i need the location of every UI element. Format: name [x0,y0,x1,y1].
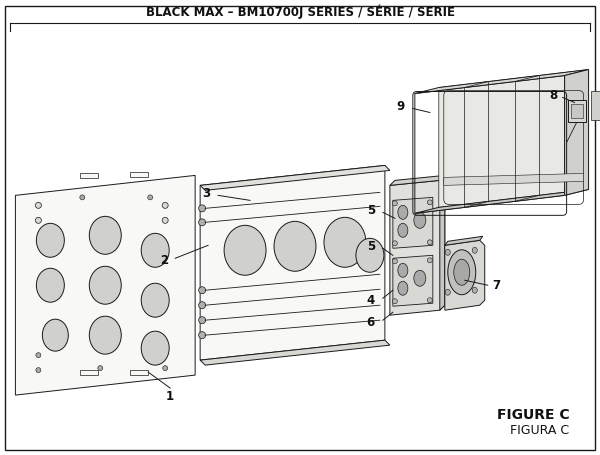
Bar [80,370,98,375]
Ellipse shape [89,216,121,254]
Bar [571,105,583,118]
Ellipse shape [141,331,169,365]
Ellipse shape [162,202,168,208]
Ellipse shape [199,205,206,212]
Ellipse shape [43,319,68,351]
Text: FIGURA C: FIGURA C [511,424,569,436]
Ellipse shape [398,205,408,219]
Ellipse shape [392,241,397,246]
Text: 9: 9 [397,100,405,113]
Ellipse shape [427,298,433,303]
Text: 2: 2 [160,254,168,267]
Polygon shape [445,240,485,310]
Ellipse shape [35,202,41,208]
Ellipse shape [199,219,206,226]
Polygon shape [200,166,385,360]
Bar [130,172,148,177]
Polygon shape [565,70,589,195]
Polygon shape [390,180,445,315]
Polygon shape [415,70,589,94]
Ellipse shape [162,217,168,223]
Ellipse shape [37,268,64,302]
Ellipse shape [141,283,169,317]
Bar [80,173,98,178]
Polygon shape [393,197,433,248]
Ellipse shape [324,217,366,267]
Bar [590,91,600,121]
Polygon shape [415,189,589,213]
Ellipse shape [199,287,206,294]
Ellipse shape [398,263,408,277]
Ellipse shape [199,302,206,308]
Ellipse shape [414,270,426,286]
Ellipse shape [427,258,433,263]
Ellipse shape [89,316,121,354]
Ellipse shape [356,238,384,272]
Ellipse shape [141,233,169,267]
Bar [130,370,148,375]
Ellipse shape [398,223,408,238]
Ellipse shape [427,200,433,205]
Ellipse shape [163,366,167,371]
Ellipse shape [392,299,397,304]
Ellipse shape [472,287,477,293]
Ellipse shape [392,201,397,206]
Ellipse shape [224,225,266,275]
Text: 3: 3 [202,187,210,200]
Ellipse shape [392,259,397,264]
Text: 4: 4 [367,294,375,307]
Polygon shape [444,173,584,185]
Polygon shape [393,255,433,306]
Text: 7: 7 [493,279,501,292]
Ellipse shape [199,332,206,339]
Text: FIGURE C: FIGURE C [497,408,569,422]
Polygon shape [440,175,445,310]
Ellipse shape [448,250,476,295]
Text: 1: 1 [166,390,174,403]
Polygon shape [200,340,390,365]
Ellipse shape [36,353,41,358]
Bar [568,101,586,122]
Polygon shape [445,236,483,245]
Text: 6: 6 [367,316,375,329]
Ellipse shape [35,217,41,223]
Polygon shape [439,70,589,207]
Ellipse shape [199,317,206,324]
Ellipse shape [98,366,103,371]
Text: 5: 5 [367,240,375,253]
Ellipse shape [80,195,85,200]
Ellipse shape [398,281,408,295]
Ellipse shape [445,289,450,295]
Ellipse shape [36,368,41,373]
Ellipse shape [89,266,121,304]
Ellipse shape [427,240,433,245]
Ellipse shape [37,223,64,257]
Polygon shape [200,166,390,190]
Polygon shape [390,175,445,185]
Text: 8: 8 [550,89,557,102]
Text: BLACK MAX – BM10700J SERIES / SÉRIE / SERIE: BLACK MAX – BM10700J SERIES / SÉRIE / SE… [146,4,455,19]
Ellipse shape [454,259,470,285]
Ellipse shape [472,248,477,253]
Ellipse shape [274,221,316,271]
Ellipse shape [148,195,153,200]
Text: 5: 5 [367,204,375,217]
Polygon shape [16,175,195,395]
Ellipse shape [445,249,450,255]
Ellipse shape [414,212,426,228]
